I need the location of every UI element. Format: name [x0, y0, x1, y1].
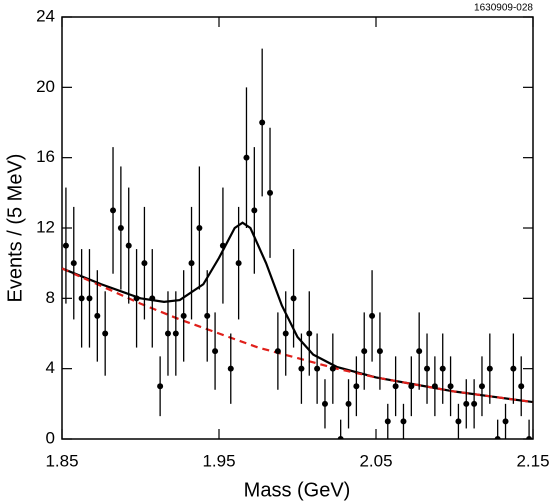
- data-point: [486, 365, 493, 372]
- data-point: [321, 400, 328, 407]
- data-point: [204, 312, 211, 319]
- x-tick-label: 1.85: [45, 451, 78, 470]
- data-point: [70, 260, 77, 267]
- data-point: [267, 189, 274, 196]
- data-point: [510, 365, 517, 372]
- data-point: [376, 348, 383, 355]
- x-tick-label: 2.15: [516, 451, 549, 470]
- data-point: [149, 295, 156, 302]
- data-point: [141, 260, 148, 267]
- data-point: [314, 365, 321, 372]
- x-tick-label: 2.05: [359, 451, 392, 470]
- data-point: [86, 295, 93, 302]
- data-point: [117, 225, 124, 231]
- data-point: [353, 383, 360, 390]
- y-tick-label: 0: [46, 428, 55, 447]
- annotation: 1630909-028: [474, 3, 533, 14]
- data-point: [494, 436, 501, 439]
- data-point: [180, 312, 187, 319]
- fit-curve: [62, 221, 533, 404]
- data-point: [243, 154, 250, 161]
- data-point: [408, 383, 415, 390]
- data-point: [478, 383, 485, 390]
- data-point: [110, 207, 117, 214]
- data-point: [196, 225, 203, 231]
- plot-frame: [61, 16, 534, 440]
- data-point: [62, 242, 69, 249]
- y-tick-label: 24: [36, 6, 55, 25]
- data-point: [259, 119, 266, 126]
- data-point: [133, 295, 140, 302]
- data-point: [384, 418, 391, 425]
- y-tick-label: 8: [46, 288, 55, 307]
- data-point: [219, 242, 226, 249]
- data-point: [102, 330, 109, 337]
- plot-area: [62, 48, 533, 439]
- data-point: [251, 207, 258, 214]
- data-point: [431, 383, 438, 390]
- y-tick-label: 12: [36, 217, 55, 236]
- fit-curve: [62, 267, 533, 404]
- data-point: [227, 365, 234, 372]
- data-point: [282, 330, 289, 337]
- x-axis-title: Mass (GeV): [244, 479, 351, 501]
- data-point: [416, 348, 423, 355]
- data-point: [447, 383, 454, 390]
- data-point: [94, 312, 101, 319]
- y-tick-label: 16: [36, 147, 55, 166]
- data-point: [439, 365, 446, 372]
- data-point: [369, 312, 376, 319]
- x-tick-label: 1.95: [202, 451, 235, 470]
- y-tick-label: 4: [46, 358, 55, 377]
- data-point: [78, 295, 85, 302]
- data-point: [188, 260, 195, 267]
- data-point: [455, 418, 462, 425]
- data-point: [345, 400, 352, 407]
- y-tick-label: 20: [36, 77, 55, 96]
- data-point: [274, 348, 281, 355]
- data-point: [400, 418, 407, 425]
- data-point: [337, 436, 344, 439]
- y-axis-title: Events / (5 MeV): [4, 154, 26, 303]
- data-point: [361, 348, 368, 355]
- data-point: [463, 400, 470, 407]
- data-point: [164, 330, 171, 337]
- data-point: [212, 348, 219, 355]
- data-point: [235, 260, 242, 267]
- data-point: [518, 383, 525, 390]
- data-point: [424, 365, 431, 372]
- data-point: [392, 383, 399, 390]
- data-point: [125, 242, 132, 249]
- data-point: [526, 436, 533, 439]
- data-point: [172, 330, 179, 337]
- data-point: [157, 383, 164, 390]
- data-point: [306, 330, 313, 337]
- data-point: [502, 418, 509, 425]
- data-point: [298, 365, 305, 372]
- data-point: [290, 295, 297, 302]
- data-point: [471, 400, 478, 407]
- data-point: [329, 365, 336, 372]
